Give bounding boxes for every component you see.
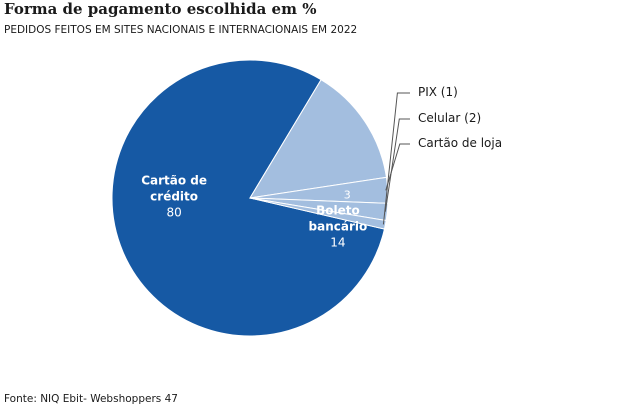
pie-slice-pix-1 (249, 197, 387, 230)
leader-line-celular-2 (384, 118, 410, 212)
leader-line-pix-1 (382, 92, 410, 225)
pie-slice-boleto-bancario (249, 79, 388, 199)
data-label-cartao-de-loja: 3 (344, 189, 351, 202)
slice-label-boleto-bancario: Boleto (316, 204, 360, 218)
data-label-cartao-de-credito: 80 (166, 206, 181, 220)
slice-label-cartao-de-credito: crédito (150, 190, 198, 204)
slice-label-pix-1: PIX (1) (418, 85, 458, 99)
chart-title: Forma de pagamento escolhida em % (4, 0, 317, 18)
slice-label-boleto-bancario: bancário (309, 220, 368, 234)
slice-label-celular-2: Celular (2) (418, 111, 481, 125)
source-note: Fonte: NIQ Ebit- Webshoppers 47 (4, 393, 178, 405)
slice-label-cartao-de-credito: Cartão de (141, 174, 207, 188)
pie-slice-cartao-de-credito (111, 59, 386, 337)
chart-subtitle: PEDIDOS FEITOS EM SITES NACIONAIS E INTE… (4, 24, 358, 36)
data-label-boleto-bancario: 14 (330, 236, 345, 250)
slice-label-cartao-de-loja: Cartão de loja (418, 136, 502, 150)
